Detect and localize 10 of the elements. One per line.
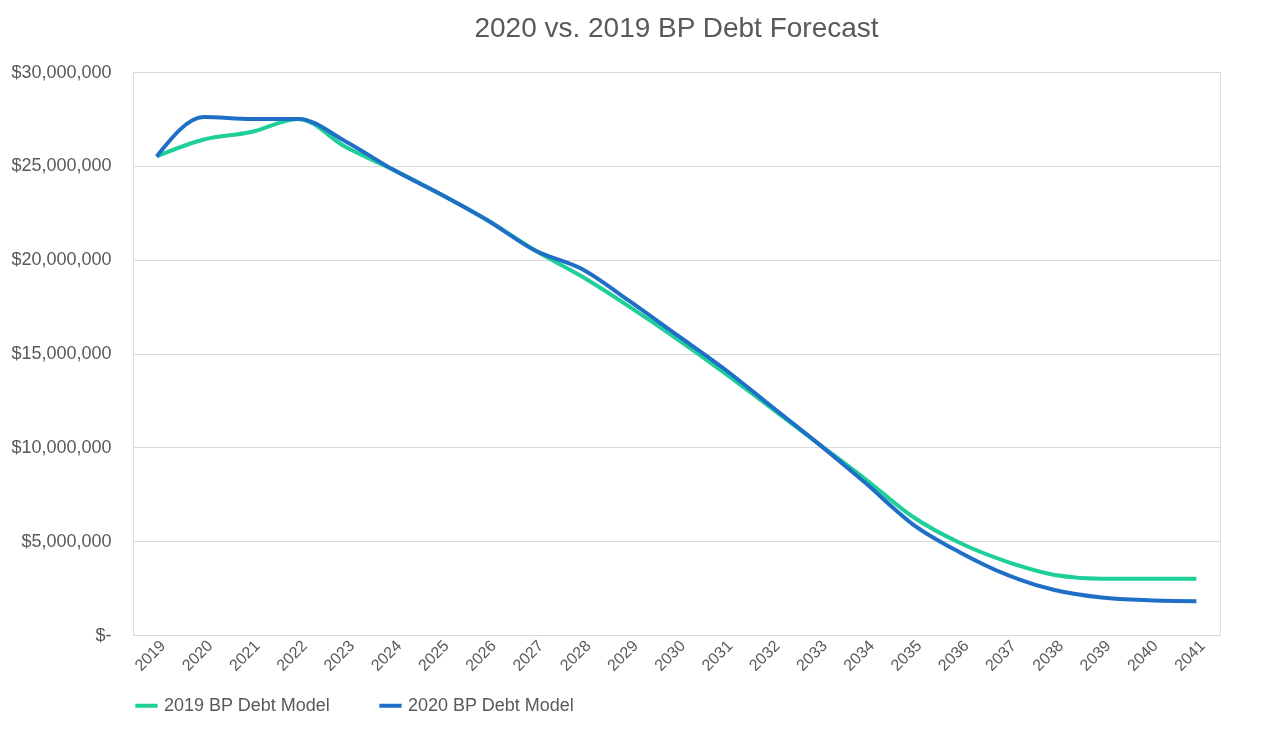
y-tick-label: $- [95, 624, 112, 645]
y-tick-label: $20,000,000 [11, 249, 112, 270]
y-tick-label: $25,000,000 [11, 155, 112, 176]
y-tick-label: $15,000,000 [11, 343, 112, 363]
legend-label: 2020 BP Debt Model [408, 694, 574, 715]
y-tick-label: $10,000,000 [11, 436, 112, 457]
legend-label: 2019 BP Debt Model [164, 694, 330, 715]
y-tick-label: $30,000,000 [11, 61, 112, 82]
chart-title: 2020 vs. 2019 BP Debt Forecast [474, 12, 879, 43]
y-tick-label: $5,000,000 [21, 530, 112, 551]
